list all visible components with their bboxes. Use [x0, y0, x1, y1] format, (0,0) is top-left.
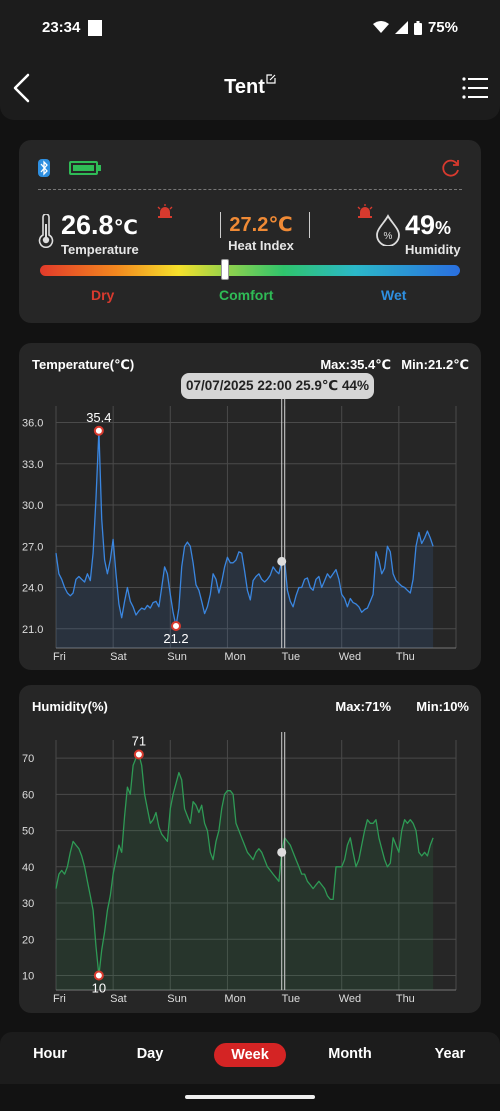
- alarm-icon[interactable]: [157, 204, 173, 218]
- x-tick-label: Sun: [167, 651, 187, 663]
- notification-icon: [88, 20, 102, 36]
- y-tick-label: 20: [22, 934, 34, 946]
- battery-icon: [69, 161, 101, 175]
- x-tick-label: Wed: [339, 651, 361, 663]
- divider: [309, 212, 310, 238]
- humidity-value: 49%: [405, 210, 452, 240]
- x-tick-label: Thu: [396, 993, 415, 1005]
- y-tick-label: 40: [22, 862, 34, 874]
- x-tick-label: Wed: [339, 993, 361, 1005]
- x-tick-label: Mon: [224, 651, 245, 663]
- tab-year[interactable]: Year: [434, 1046, 466, 1062]
- humidity-chart-card[interactable]: 10 20 30 40 50 60 70 Fri Sat Sun Mon Tue Wed Thu 71 10 …: [19, 685, 481, 1013]
- x-tick-label: Fri: [53, 651, 66, 663]
- tab-day[interactable]: Day: [136, 1046, 164, 1062]
- current-readings-card: 26.8℃ Temperature 27.2℃ Heat Index % 49%…: [19, 140, 481, 323]
- humidity-label: Humidity: [405, 242, 461, 257]
- min-point-label: 10: [92, 981, 106, 996]
- y-tick-label: 21.0: [22, 624, 43, 636]
- device-name: Tent: [224, 76, 265, 98]
- water-drop-icon: %: [376, 214, 400, 246]
- max-point-marker: [93, 425, 104, 436]
- app-header: Tent: [0, 56, 500, 120]
- y-tick-label: 24.0: [22, 583, 43, 595]
- y-tick-label: 30.0: [22, 500, 43, 512]
- y-tick-label: 50: [22, 826, 34, 838]
- heat-index-reading: 27.2℃ Heat Index: [218, 212, 310, 253]
- chart-title: Temperature(℃): [32, 357, 135, 372]
- menu-icon[interactable]: [462, 76, 488, 100]
- chart-max-label: Max:35.4℃: [320, 357, 391, 372]
- battery-status-icon: [413, 20, 422, 35]
- y-tick-label: 33.0: [22, 459, 43, 471]
- temperature-value: 26.8℃: [61, 210, 138, 240]
- series-line: [55, 430, 434, 627]
- x-tick-label: Sun: [167, 993, 187, 1005]
- x-tick-label: Tue: [282, 993, 301, 1005]
- max-point-label: 71: [132, 733, 146, 748]
- x-tick-label: Thu: [396, 651, 415, 663]
- battery-percent: 75%: [427, 19, 458, 36]
- zone-dry-label: Dry: [91, 287, 115, 303]
- chart-min-label: Min:10%: [416, 699, 469, 714]
- comfort-scale: [40, 265, 460, 276]
- chart-max-label: Max:71%: [335, 699, 391, 714]
- y-tick-label: 27.0: [22, 541, 43, 553]
- signal-icon: [394, 21, 408, 34]
- temperature-chart-card[interactable]: 21.0 24.0 27.0 30.0 33.0 36.0 Fri Sat Sun Mon Tue W…: [19, 343, 481, 670]
- status-icons: 75%: [372, 19, 458, 36]
- max-point-label: 35.4: [86, 410, 111, 425]
- tab-week[interactable]: Week: [214, 1043, 286, 1067]
- period-tabbar: Hour Day Week Month Year: [0, 1032, 500, 1084]
- y-tick-label: 70: [22, 753, 34, 765]
- status-time: 23:34: [42, 19, 81, 36]
- series-line: [55, 753, 434, 977]
- x-tick-label: Sat: [110, 993, 127, 1005]
- chart-tooltip: 07/07/2025 22:00 25.9℃ 44%: [181, 373, 374, 399]
- cursor-point: [277, 556, 287, 566]
- alarm-icon[interactable]: [357, 204, 373, 218]
- x-tick-label: Tue: [282, 651, 301, 663]
- divider: [38, 189, 462, 190]
- humidity-unit: %: [435, 218, 452, 238]
- min-point-label: 21.2: [163, 631, 188, 646]
- tab-month[interactable]: Month: [328, 1046, 372, 1062]
- zone-comfort-label: Comfort: [219, 287, 274, 303]
- min-point-marker: [93, 970, 104, 981]
- edit-icon[interactable]: [266, 74, 276, 84]
- gesture-handle[interactable]: [185, 1095, 315, 1099]
- tab-hour[interactable]: Hour: [33, 1046, 67, 1062]
- comfort-indicator: [220, 259, 229, 280]
- y-tick-label: 10: [22, 971, 34, 983]
- cursor-point: [277, 847, 287, 857]
- wifi-icon: [372, 21, 389, 33]
- humidity-chart[interactable]: 10 20 30 40 50 60 70 Fri Sat Sun Mon Tue Wed Thu 71 10: [19, 685, 481, 1013]
- series-area: [56, 430, 434, 648]
- thermometer-icon: [38, 214, 54, 248]
- svg-text:%: %: [384, 231, 393, 242]
- page-title[interactable]: Tent: [0, 74, 500, 99]
- status-bar: 23:34 75%: [0, 0, 500, 56]
- min-point-marker: [171, 621, 181, 631]
- zone-wet-label: Wet: [381, 287, 407, 303]
- y-tick-label: 36.0: [22, 418, 43, 430]
- chart-min-label: Min:21.2℃: [401, 357, 469, 372]
- max-point-marker: [133, 749, 144, 760]
- series-area: [56, 754, 434, 990]
- y-tick-label: 30: [22, 898, 34, 910]
- temperature-label: Temperature: [61, 242, 139, 257]
- x-tick-label: Fri: [53, 993, 66, 1005]
- divider: [220, 212, 221, 238]
- y-tick-label: 60: [22, 789, 34, 801]
- back-arrow-icon[interactable]: [10, 72, 34, 104]
- x-tick-label: Sat: [110, 651, 127, 663]
- bluetooth-icon: [38, 159, 50, 177]
- temperature-unit: ℃: [113, 217, 138, 239]
- chart-title: Humidity(%): [32, 699, 108, 714]
- heat-index-label: Heat Index: [228, 238, 294, 253]
- heat-index-value: 27.2℃: [229, 214, 293, 236]
- refresh-icon[interactable]: [441, 158, 461, 178]
- x-tick-label: Mon: [224, 993, 245, 1005]
- temperature-chart[interactable]: 21.0 24.0 27.0 30.0 33.0 36.0 Fri Sat Sun Mon Tue W…: [19, 343, 481, 670]
